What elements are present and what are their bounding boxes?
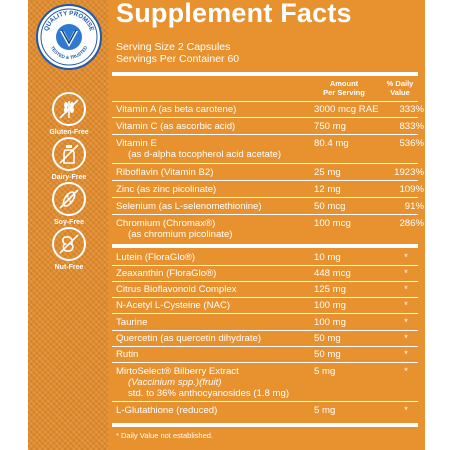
divider [112, 101, 418, 102]
supplement-facts: Supplement Facts Serving Size 2 Capsules… [110, 0, 424, 450]
soy-free-label: Soy-Free [54, 219, 84, 226]
milk-bottle-icon [59, 144, 79, 164]
divider [112, 362, 418, 363]
divider [112, 313, 418, 314]
soybean-icon [59, 189, 79, 209]
dairy-free-item: Dairy-Free [36, 137, 102, 181]
divider [112, 346, 418, 347]
soy-free-item: Soy-Free [36, 182, 102, 226]
daily-value-header: % Daily Value [386, 79, 414, 97]
footnote: * Daily Value not established. [116, 431, 214, 440]
nut-free-item: Nut-Free [36, 227, 102, 271]
divider [112, 134, 418, 135]
divider [112, 197, 418, 198]
divider [112, 163, 418, 164]
nut-free-label: Nut-Free [54, 264, 84, 271]
divider-thick [112, 244, 418, 248]
facts-title: Supplement Facts [116, 0, 352, 28]
divider [112, 180, 418, 181]
amount-header: Amount Per Serving [323, 79, 365, 97]
divider [112, 117, 418, 118]
divider [112, 265, 418, 266]
divider-thick [112, 72, 418, 76]
divider [112, 214, 418, 215]
gluten-free-item: Gluten-Free [36, 92, 102, 136]
dairy-free-label: Dairy-Free [51, 174, 87, 181]
badge-shield-icon: QUALITY PROMISE TESTED & TRUSTED [40, 8, 98, 66]
divider [112, 281, 418, 282]
divider-thick [112, 423, 418, 427]
gluten-free-label: Gluten-Free [49, 129, 89, 136]
side-strip [28, 0, 108, 450]
wheat-icon [59, 99, 79, 119]
serving-info: Serving Size 2 Capsules Servings Per Con… [116, 41, 239, 65]
serving-size: Serving Size 2 Capsules [116, 41, 231, 53]
divider [112, 297, 418, 298]
divider [112, 401, 418, 402]
quality-promise-badge: QUALITY PROMISE TESTED & TRUSTED [36, 4, 102, 70]
servings-per-container: Servings Per Container 60 [116, 53, 240, 65]
divider [112, 330, 418, 331]
peanut-icon [59, 234, 79, 254]
